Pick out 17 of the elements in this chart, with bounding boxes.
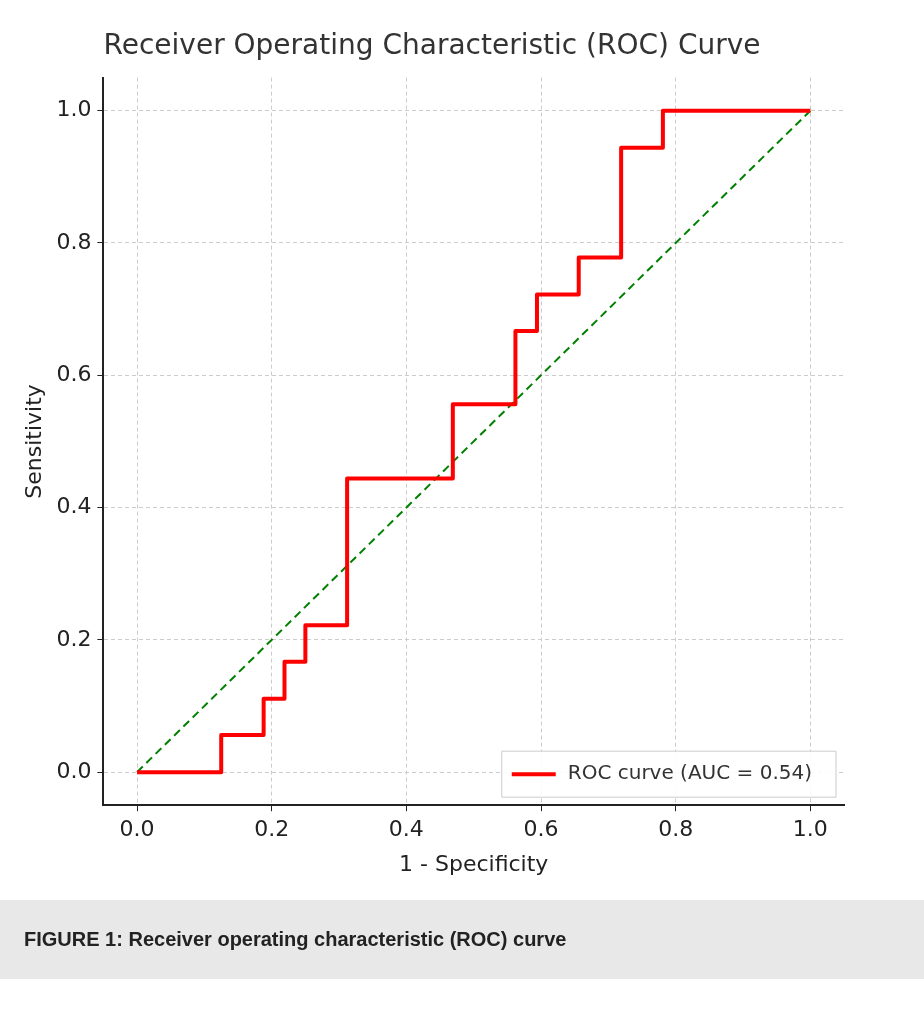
y-tick-label: 1.0 [56, 96, 92, 122]
legend-label: ROC curve (AUC = 0.54) [567, 760, 812, 785]
y-tick-label: 0.6 [56, 360, 92, 386]
x-tick-label: 0.2 [254, 816, 290, 842]
y-tick-label: 0.8 [56, 228, 92, 254]
x-tick-label: 0.6 [523, 816, 559, 842]
x-tick-label: 0.4 [388, 816, 424, 842]
x-tick-label: 0.8 [658, 816, 694, 842]
x-tick-label: 1.0 [792, 816, 828, 842]
caption: FIGURE 1: Receiver operating characteristic (ROC) curve [0, 900, 924, 979]
y-axis-title: Sensitivity [20, 384, 46, 499]
x-axis-title: 1 - Specificity [399, 850, 549, 876]
x-tick-label: 0.0 [119, 816, 155, 842]
y-tick-label: 0.0 [56, 757, 92, 783]
y-tick-label: 0.4 [56, 493, 92, 519]
chart-title: Receiver Operating Characteristic (ROC) Curve [103, 28, 761, 62]
y-tick-label: 0.2 [56, 625, 92, 651]
